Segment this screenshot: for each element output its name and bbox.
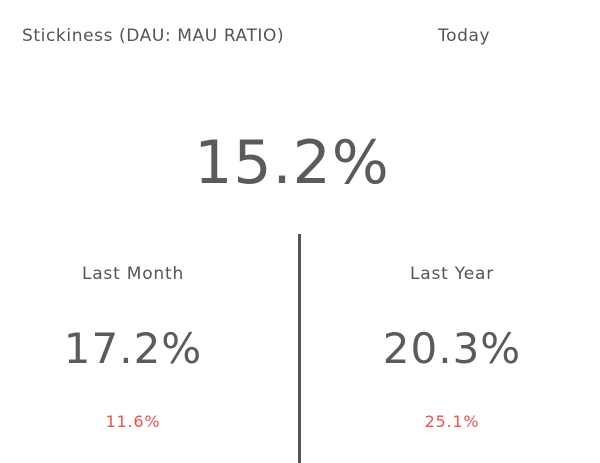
comparison-value: 20.3%: [382, 324, 522, 373]
comparison-change: 25.1%: [424, 412, 480, 431]
comparison-last-year: Last Year 20.3% 25.1%: [322, 0, 582, 463]
comparison-last-month: Last Month 17.2% 11.6%: [3, 0, 263, 463]
period-label: Today: [438, 26, 491, 46]
current-ratio-value: 15.2%: [194, 128, 390, 198]
comparison-change: 11.6%: [105, 412, 161, 431]
comparison-label: Last Year: [409, 264, 494, 284]
comparison-label: Last Month: [81, 264, 185, 284]
column-divider: [298, 234, 301, 463]
widget-title: Stickiness (DAU: MAU RATIO): [22, 26, 285, 46]
comparison-value: 17.2%: [63, 324, 203, 373]
